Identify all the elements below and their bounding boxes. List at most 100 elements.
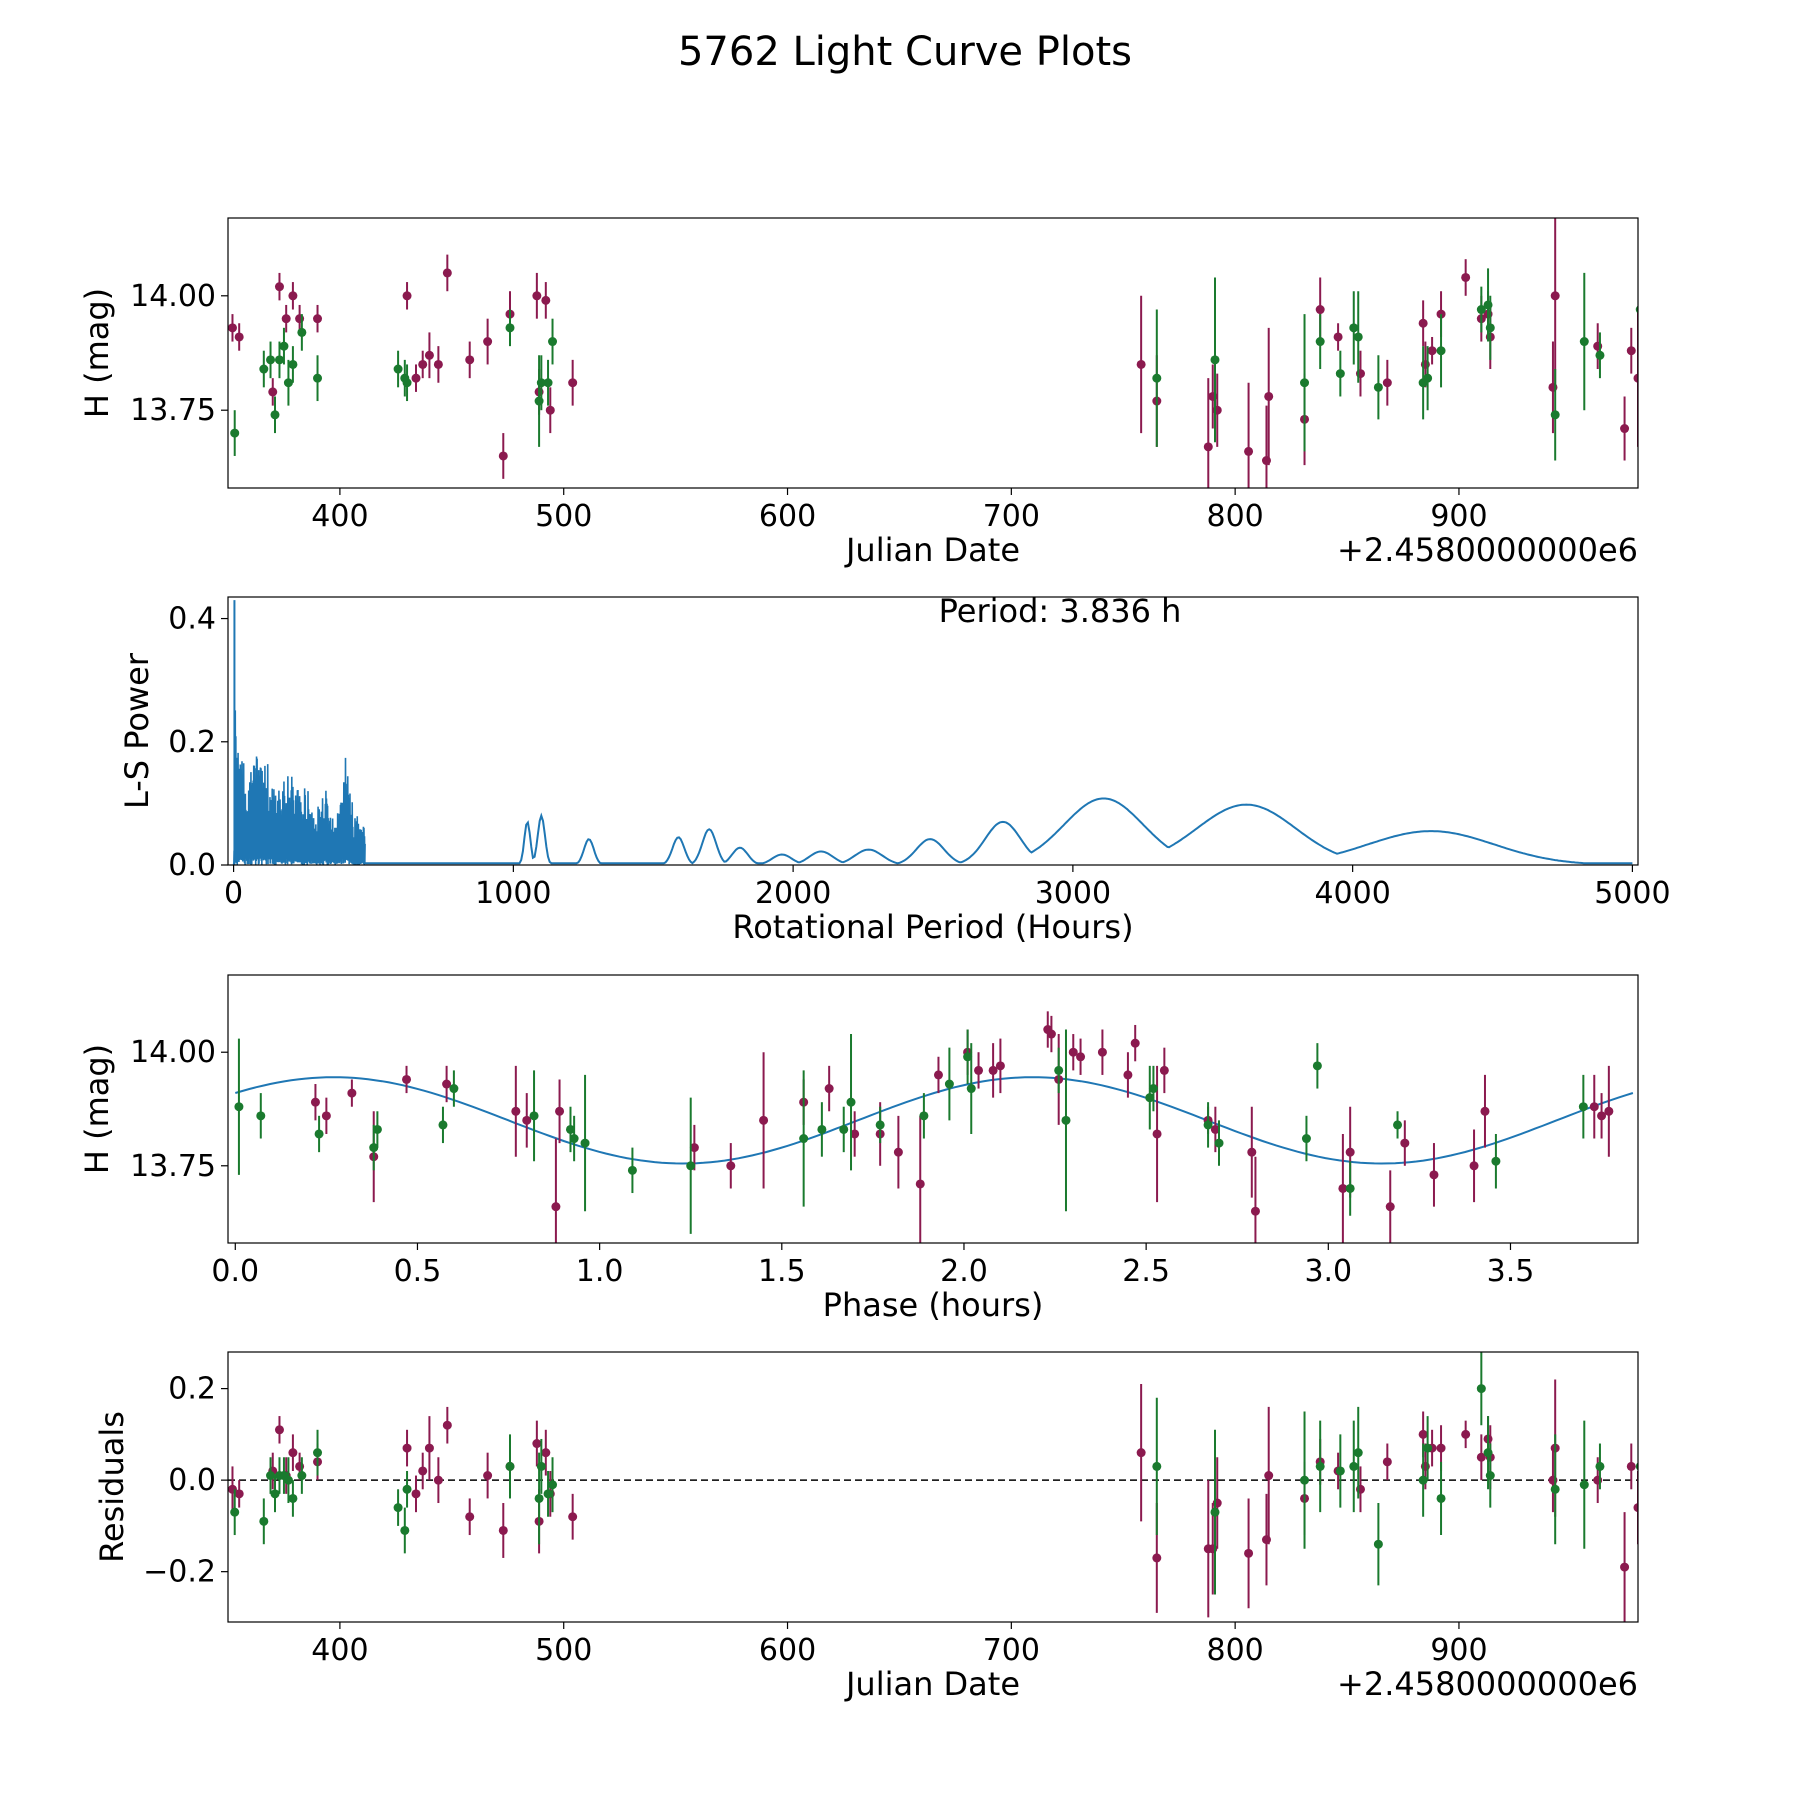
lightcurve-point: [230, 428, 240, 438]
residuals-ytick-label: 0.0: [168, 1463, 216, 1498]
phased-point: [1301, 1134, 1311, 1144]
periodogram-xtick-label: 1000: [475, 876, 551, 911]
lightcurve-point: [532, 291, 542, 301]
lightcurve-point: [402, 291, 412, 301]
phased-point: [522, 1115, 532, 1125]
phased-ytick-label: 14.00: [130, 1035, 216, 1070]
phased-point: [438, 1120, 448, 1130]
phased-point: [1148, 1084, 1158, 1094]
phased-point: [933, 1070, 943, 1080]
residuals-point: [1373, 1539, 1383, 1549]
phased-point: [449, 1084, 459, 1094]
phased-point: [919, 1111, 929, 1121]
phased-point: [1312, 1061, 1322, 1071]
periodogram-ytick-label: 0.0: [168, 848, 216, 883]
lightcurve-offset-label: +2.4580000000e6: [1337, 531, 1638, 569]
lightcurve-point: [1436, 346, 1446, 356]
residuals-point: [1423, 1443, 1433, 1453]
phased-point: [1159, 1065, 1169, 1075]
lightcurve-point: [268, 387, 278, 397]
residuals-point: [418, 1466, 428, 1476]
phased-point: [995, 1061, 1005, 1071]
residuals-point: [1152, 1461, 1162, 1471]
lightcurve-point: [228, 323, 237, 333]
residuals-point: [402, 1484, 412, 1494]
phased-point: [1097, 1047, 1107, 1057]
residuals-point: [274, 1425, 284, 1435]
lightcurve-point: [1152, 373, 1162, 383]
residuals-point: [1633, 1503, 1638, 1513]
lightcurve-point: [543, 378, 553, 388]
phased-point: [846, 1097, 856, 1107]
lightcurve-point: [1244, 446, 1254, 456]
residuals-xlabel: Julian Date: [844, 1665, 1020, 1703]
phased-point: [1429, 1170, 1439, 1180]
panel-phased: 0.0 0.5 1.0 1.5 2.0 2.5 3.0 3.5 13.75 14.00 Phase…: [78, 974, 1639, 1324]
phased-point: [1345, 1147, 1355, 1157]
residuals-point: [234, 1489, 244, 1499]
phased-point: [555, 1106, 565, 1116]
phased-point: [565, 1124, 575, 1134]
lightcurve-point: [1550, 291, 1560, 301]
residuals-point: [568, 1512, 578, 1522]
periodogram-annotation: Period: 3.836 h: [939, 592, 1182, 630]
residuals-offset-label: +2.4580000000e6: [1337, 1665, 1638, 1703]
residuals-point: [1461, 1429, 1471, 1439]
lightcurve-point: [1579, 337, 1589, 347]
residuals-point: [400, 1525, 410, 1535]
lightcurve-point: [1300, 378, 1310, 388]
phased-point: [321, 1111, 331, 1121]
residuals-point: [1579, 1480, 1589, 1490]
residuals-point: [1335, 1466, 1345, 1476]
phased-model-curve: [235, 1076, 1634, 1165]
phased-point: [234, 1102, 244, 1112]
lightcurve-point: [1210, 355, 1220, 365]
lightcurve-point: [393, 364, 403, 374]
residuals-point: [411, 1489, 421, 1499]
lightcurve-point: [1620, 424, 1630, 434]
phased-xtick-label: 3.5: [1487, 1254, 1535, 1289]
phased-point: [1130, 1038, 1140, 1048]
phased-point: [1604, 1106, 1614, 1116]
phased-point: [1589, 1102, 1599, 1112]
lightcurve-point: [1315, 337, 1325, 347]
lightcurve-plot-area: [228, 218, 1638, 488]
phased-xtick-label: 2.0: [940, 1254, 988, 1289]
phased-xtick-label: 1.0: [576, 1254, 624, 1289]
phased-point: [1076, 1052, 1086, 1062]
residuals-point: [1635, 1462, 1638, 1471]
phased-point: [1345, 1183, 1355, 1193]
lightcurve-xlabel: Julian Date: [844, 531, 1020, 569]
periodogram-ticks: 0 1000 2000 3000 4000 5000 0.0 0.2 0.4: [168, 602, 1670, 911]
periodogram-xtick-label: 3000: [1035, 876, 1111, 911]
residuals-ylabel: Residuals: [93, 1411, 131, 1563]
phased-point: [1400, 1138, 1410, 1148]
phased-point: [511, 1106, 521, 1116]
panel-periodogram: 0 1000 2000 3000 4000 5000 0.0 0.2 0.4 Period: 3…: [118, 592, 1671, 946]
phased-point: [256, 1111, 266, 1121]
lightcurve-point: [545, 405, 555, 415]
phased-point: [529, 1111, 539, 1121]
residuals-point: [270, 1489, 280, 1499]
phased-point: [1046, 1029, 1056, 1039]
residuals-ticks: 400 500 600 700 800 900 −0.2 0.0 0.2: [143, 1372, 1487, 1668]
residuals-point: [297, 1471, 307, 1481]
lightcurve-point: [418, 359, 428, 369]
phased-xtick-label: 0.0: [211, 1254, 259, 1289]
lightcurve-point: [1633, 373, 1638, 383]
periodogram-ytick-label: 0.4: [168, 602, 216, 637]
residuals-xtick-label: 600: [759, 1633, 816, 1668]
phased-point: [1597, 1111, 1607, 1121]
lightcurve-xtick-label: 800: [1207, 499, 1264, 534]
phased-ylabel: H (mag): [78, 1044, 116, 1174]
lightcurve-ytick-label: 13.75: [130, 393, 216, 428]
phased-point: [372, 1124, 382, 1134]
phased-point: [1491, 1156, 1501, 1166]
lightcurve-point: [266, 355, 276, 365]
lightcurve-point: [281, 314, 291, 324]
phased-point: [1480, 1106, 1490, 1116]
lightcurve-point: [424, 350, 434, 360]
lightcurve-point: [288, 359, 298, 369]
lightcurve-point: [1635, 305, 1638, 314]
phased-point: [1250, 1206, 1260, 1216]
